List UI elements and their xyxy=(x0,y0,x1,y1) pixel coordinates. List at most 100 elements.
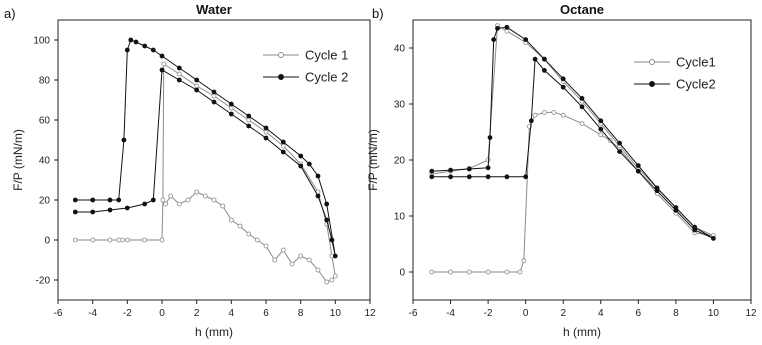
data-point xyxy=(124,47,130,53)
data-point xyxy=(72,209,78,215)
data-point xyxy=(532,112,538,118)
data-point xyxy=(116,197,122,203)
x-tick-label: 0 xyxy=(159,308,165,319)
x-tick-label: 2 xyxy=(194,308,200,319)
series-cycle-2 xyxy=(72,37,338,259)
data-point xyxy=(124,205,130,211)
y-tick-label: 20 xyxy=(394,156,406,167)
y-tick-label: -20 xyxy=(36,276,51,287)
y-axis-label: F/P (mN/m) xyxy=(366,129,380,191)
data-point xyxy=(176,77,182,83)
data-point xyxy=(692,227,698,233)
data-point xyxy=(272,257,278,263)
data-point xyxy=(142,201,148,207)
data-point xyxy=(542,68,547,73)
data-point xyxy=(485,269,491,275)
x-tick-label: -6 xyxy=(409,308,418,319)
data-point xyxy=(246,117,252,123)
y-axis-label: F/P (mN/m) xyxy=(11,129,25,191)
data-point xyxy=(429,174,435,180)
data-point xyxy=(263,125,269,131)
y-tick-label: 40 xyxy=(394,44,406,55)
data-point xyxy=(150,47,156,53)
y-tick-label: 20 xyxy=(39,196,51,207)
x-tick-label: -6 xyxy=(54,308,63,319)
data-point xyxy=(324,201,330,207)
data-point xyxy=(298,253,304,259)
y-tick-label: 0 xyxy=(44,236,50,247)
data-point xyxy=(495,25,500,31)
series-line xyxy=(75,39,336,257)
data-point xyxy=(194,189,200,195)
data-point xyxy=(491,37,497,42)
data-point xyxy=(254,237,260,243)
data-point xyxy=(128,37,134,43)
series-line xyxy=(431,24,714,273)
data-point xyxy=(448,174,454,180)
data-point xyxy=(329,237,335,243)
x-axis-label: h (mm) xyxy=(563,325,601,339)
data-point xyxy=(107,237,113,243)
legend-marker xyxy=(278,74,284,80)
series-cycle2 xyxy=(429,24,716,241)
data-point xyxy=(124,237,130,243)
data-point xyxy=(159,67,165,73)
data-point xyxy=(448,269,454,275)
x-tick-label: 6 xyxy=(263,308,269,319)
x-tick-label: -4 xyxy=(88,308,97,319)
data-point xyxy=(466,166,472,172)
data-point xyxy=(635,163,641,169)
panel-label: b) xyxy=(372,6,384,21)
data-point xyxy=(228,217,234,223)
data-point xyxy=(121,137,127,143)
data-point xyxy=(228,105,234,111)
data-point xyxy=(306,257,312,263)
data-point xyxy=(90,237,96,243)
data-point xyxy=(504,174,510,180)
data-point xyxy=(598,126,604,132)
data-point xyxy=(176,201,182,207)
data-point xyxy=(315,173,321,179)
data-point xyxy=(711,235,716,241)
data-point xyxy=(332,273,338,279)
data-point xyxy=(324,217,330,223)
data-point xyxy=(194,83,200,89)
x-tick-label: 10 xyxy=(708,308,720,319)
data-point xyxy=(211,99,217,105)
data-point xyxy=(560,76,566,82)
x-tick-label: 2 xyxy=(560,308,566,319)
data-point xyxy=(72,237,78,243)
data-point xyxy=(142,237,148,243)
data-point xyxy=(448,167,454,173)
data-point xyxy=(332,253,338,259)
data-point xyxy=(160,197,166,203)
data-point xyxy=(617,140,622,146)
data-point xyxy=(119,237,125,243)
data-point xyxy=(185,197,191,203)
y-tick-label: 30 xyxy=(394,100,406,111)
data-point xyxy=(487,135,493,141)
data-point xyxy=(429,269,435,275)
data-point xyxy=(211,89,217,95)
data-point xyxy=(560,112,566,118)
data-point xyxy=(246,123,252,129)
panel-label: a) xyxy=(4,6,16,21)
data-point xyxy=(280,143,286,149)
data-point xyxy=(194,77,200,83)
data-point xyxy=(504,24,510,30)
data-point xyxy=(504,28,510,34)
data-point xyxy=(176,71,182,77)
legend-label: Cycle 1 xyxy=(305,48,348,63)
data-point xyxy=(161,61,167,67)
data-point xyxy=(466,174,472,180)
data-point xyxy=(228,111,234,117)
data-point xyxy=(542,56,547,62)
x-tick-label: 4 xyxy=(229,308,235,319)
x-tick-label: 8 xyxy=(673,308,679,319)
x-tick-label: 8 xyxy=(298,308,304,319)
data-point xyxy=(579,104,585,110)
data-point xyxy=(315,267,321,273)
data-point xyxy=(280,247,286,253)
chart-panel-b: -6 -4 -2 0 2 4 6 8 10 12 0 10 20 30 40 h (mm) F/P (mN/m)… xyxy=(366,2,757,339)
